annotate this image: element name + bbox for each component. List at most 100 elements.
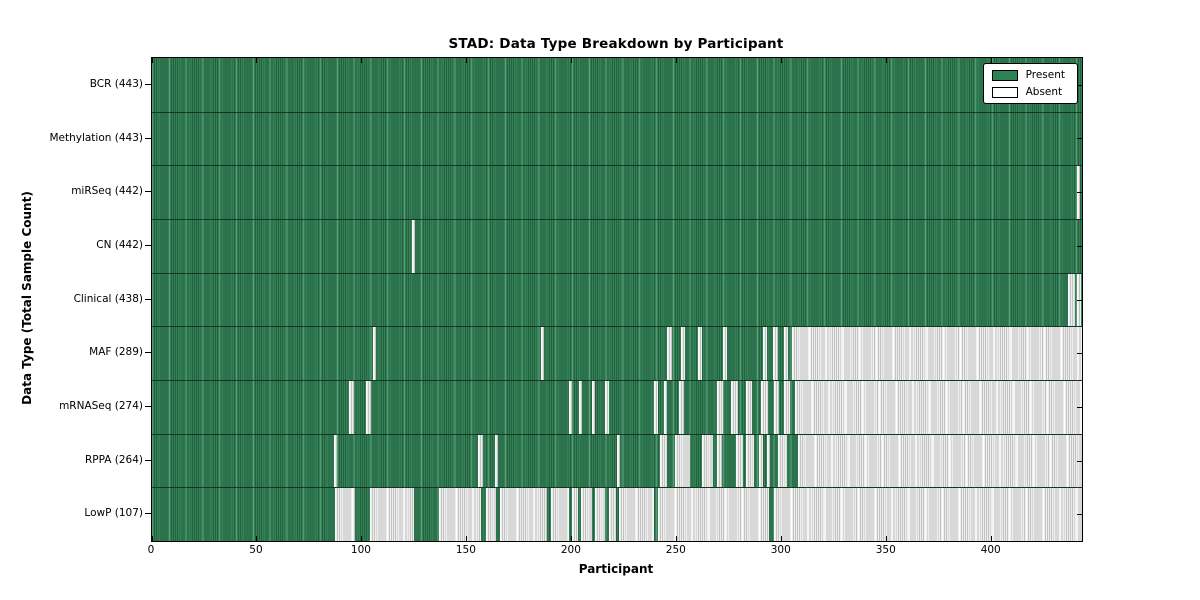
absent-segment [594,488,606,541]
x-tick-mark [991,58,993,63]
absent-segment [783,327,789,380]
y-tick-label-text: LowP (107) [84,507,143,520]
x-tick-mark [361,536,363,541]
absent-segment [760,380,769,434]
absent-segment [678,380,685,434]
y-tick-label: RPPA (264) [0,454,143,466]
y-tick-mark [1077,192,1082,194]
y-tick-label-text: CN (442) [96,238,143,251]
y-tick-mark [1077,353,1082,355]
y-tick-mark [145,83,151,85]
absent-segment [571,488,579,541]
x-tick-mark [571,536,573,541]
absent-segment [660,434,668,488]
absent-segment [333,434,337,488]
absent-segment [664,380,668,434]
x-tick-label: 100 [350,544,371,556]
x-tick-label: 200 [560,544,581,556]
absent-segment [681,327,686,380]
absent-segment [550,488,569,541]
x-tick-mark [466,58,468,63]
x-tick-mark [991,536,993,541]
x-axis-label: Participant [578,562,654,576]
y-tick-label-text: Methylation (443) [49,131,143,144]
absent-segment [619,488,654,541]
x-tick-mark [152,58,153,63]
legend: Present Absent [982,63,1078,104]
absent-segment [412,219,416,273]
absent-segment [731,380,738,434]
y-tick-label: miRSeq (442) [0,185,143,197]
y-tick-label: mRNASeq (274) [0,400,143,412]
absent-segment [653,380,658,434]
row-lowp [152,487,1082,541]
absent-segment [735,434,743,488]
plot-area: Present Absent [151,57,1083,542]
y-tick-mark [1077,138,1082,140]
y-tick-label-text: miRSeq (442) [71,185,143,198]
row-mrnaseq [152,379,1082,434]
y-tick-label-text: MAF (289) [89,346,143,359]
y-tick-mark [145,298,151,300]
row-rppa [152,433,1082,488]
absent-segment [370,488,415,541]
y-tick-label: MAF (289) [0,346,143,358]
absent-segment [777,434,788,488]
y-tick-label: Clinical (438) [0,293,143,305]
y-tick-label-text: Clinical (438) [73,292,143,305]
absent-segment [438,488,481,541]
x-tick-mark [256,536,258,541]
y-tick-mark [145,513,151,515]
x-tick-label: 400 [980,544,1001,556]
row-clinical [152,272,1082,327]
y-tick-mark [1077,84,1082,86]
x-tick-label: 250 [665,544,686,556]
y-tick-mark [1077,299,1082,301]
absent-segment [581,488,592,541]
x-tick-mark [361,58,363,63]
x-tick-mark [781,58,783,63]
x-tick-mark [886,536,888,541]
y-tick-mark [145,405,151,407]
absent-segment [767,434,771,488]
row-methylation [152,111,1082,166]
absent-segment [758,434,763,488]
x-tick-mark [152,536,153,541]
y-tick-mark [1077,460,1082,462]
absent-segment [795,380,1082,434]
y-tick-label: CN (442) [0,239,143,251]
y-tick-mark [1077,406,1082,408]
absent-segment [783,380,791,434]
legend-label: Absent [1025,86,1063,98]
x-tick-mark [571,58,573,63]
absent-segment [568,380,572,434]
absent-segment [579,380,583,434]
y-tick-mark [1077,245,1082,247]
row-mirseq [152,165,1082,219]
y-tick-label: BCR (443) [0,78,143,90]
absent-segment [591,380,595,434]
x-tick-mark [676,536,678,541]
absent-segment [608,488,616,541]
absent-segment [657,488,770,541]
absent-segment [716,434,722,488]
absent-segment [773,327,778,380]
y-tick-label: LowP (107) [0,507,143,519]
absent-segment [605,380,609,434]
absent-segment [762,327,768,380]
y-tick-mark [145,459,151,461]
legend-item-present: Present [991,69,1065,81]
legend-item-absent: Absent [991,86,1065,98]
y-tick-label-text: BCR (443) [89,77,143,90]
y-tick-label-text: mRNASeq (274) [59,399,143,412]
absent-segment [792,327,1082,380]
absent-segment [334,488,355,541]
legend-label: Present [1025,69,1065,81]
x-tick-label: 0 [147,544,155,556]
absent-segment [716,380,723,434]
absent-segment [746,434,755,488]
absent-segment [478,434,483,488]
absent-segment [500,488,547,541]
absent-segment [774,488,1082,541]
absent-segment [797,434,1082,488]
